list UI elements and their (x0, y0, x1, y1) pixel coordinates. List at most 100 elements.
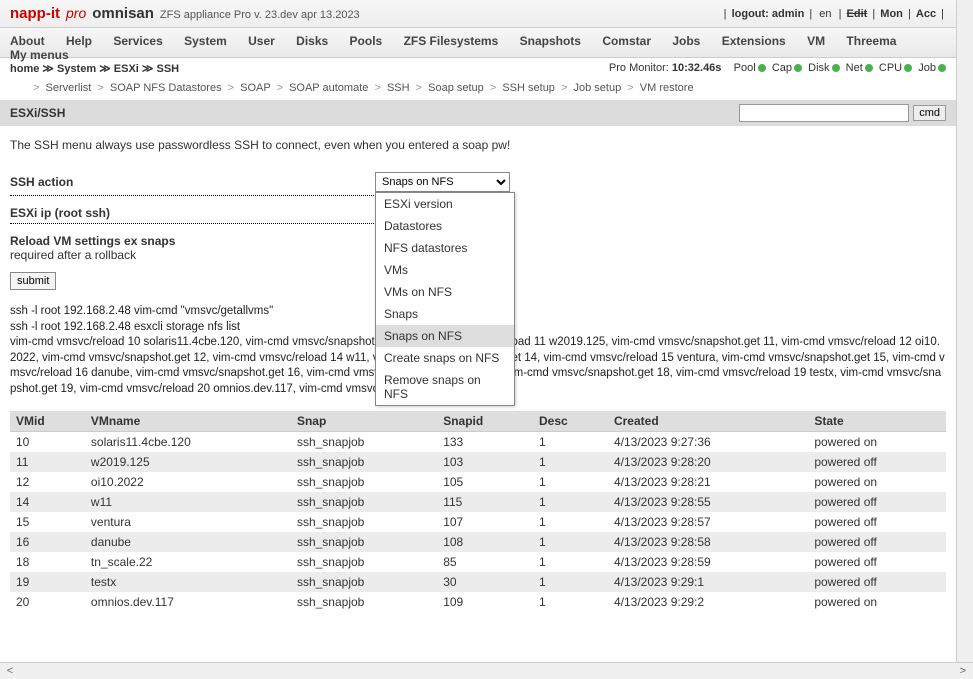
table-row[interactable]: 19testxssh_snapjob3014/13/2023 9:29:1pow… (10, 572, 946, 592)
col-vmid[interactable]: VMid (10, 411, 85, 432)
table-cell: 1 (533, 552, 608, 572)
col-snapid[interactable]: Snapid (437, 411, 533, 432)
table-cell: 1 (533, 592, 608, 612)
menu-about[interactable]: About (10, 34, 45, 48)
subnav-sep: > (627, 82, 633, 94)
menu-jobs[interactable]: Jobs (672, 34, 700, 48)
cmd-button[interactable]: cmd (913, 105, 946, 121)
subnav-sep: > (374, 82, 380, 94)
table-cell: danube (85, 532, 291, 552)
table-row[interactable]: 11w2019.125ssh_snapjob10314/13/2023 9:28… (10, 452, 946, 472)
status-cpu[interactable]: CPU (879, 62, 902, 74)
table-row[interactable]: 20omnios.dev.117ssh_snapjob10914/13/2023… (10, 592, 946, 612)
dropdown-item[interactable]: NFS datastores (376, 237, 514, 259)
col-snap[interactable]: Snap (291, 411, 437, 432)
subnav-vmrestore[interactable]: VM restore (640, 82, 694, 94)
menu-mymenus[interactable]: My menus (10, 48, 69, 62)
acc-link[interactable]: Acc (916, 8, 936, 20)
table-cell: ssh_snapjob (291, 592, 437, 612)
logout-user[interactable]: admin (772, 8, 804, 20)
table-cell: w2019.125 (85, 452, 291, 472)
dropdown-item[interactable]: ESXi version (376, 193, 514, 215)
dropdown-item[interactable]: Snaps on NFS (376, 325, 514, 347)
cmd-input[interactable] (739, 104, 909, 122)
menu-disks[interactable]: Disks (296, 34, 328, 48)
menu-extensions[interactable]: Extensions (722, 34, 786, 48)
table-cell: 133 (437, 432, 533, 453)
status-cap[interactable]: Cap (772, 62, 792, 74)
vertical-scrollbar[interactable] (956, 0, 973, 662)
menu-zfs[interactable]: ZFS Filesystems (404, 34, 499, 48)
menu-user[interactable]: User (248, 34, 275, 48)
dropdown-item[interactable]: VMs (376, 259, 514, 281)
table-cell: omnios.dev.117 (85, 592, 291, 612)
table-cell: 4/13/2023 9:28:58 (608, 532, 808, 552)
table-cell: 1 (533, 532, 608, 552)
submit-button[interactable]: submit (10, 272, 56, 290)
table-row[interactable]: 10solaris11.4cbe.120ssh_snapjob13314/13/… (10, 432, 946, 453)
lang-link[interactable]: en (817, 8, 833, 20)
menu-threema[interactable]: Threema (846, 34, 896, 48)
subnav-soap[interactable]: SOAP (240, 82, 270, 94)
dropdown-item[interactable]: Snaps (376, 303, 514, 325)
table-cell: 20 (10, 592, 85, 612)
status-pool[interactable]: Pool (734, 62, 756, 74)
subnav-ssh[interactable]: SSH (387, 82, 410, 94)
table-row[interactable]: 18tn_scale.22ssh_snapjob8514/13/2023 9:2… (10, 552, 946, 572)
crumb-ssh[interactable]: SSH (156, 63, 179, 75)
horizontal-scrollbar[interactable]: < > (0, 662, 973, 679)
crumb-system[interactable]: System (57, 63, 96, 75)
vm-table: VMid VMname Snap Snapid Desc Created Sta… (10, 411, 946, 612)
crumb-sep: ≫ (99, 63, 111, 75)
table-row[interactable]: 16danubessh_snapjob10814/13/2023 9:28:58… (10, 532, 946, 552)
col-state[interactable]: State (808, 411, 946, 432)
table-cell: 16 (10, 532, 85, 552)
ip-label: ESXi ip (root ssh) (10, 206, 375, 220)
menu-system[interactable]: System (184, 34, 227, 48)
menu-vm[interactable]: VM (807, 34, 825, 48)
subnav-soapnfs[interactable]: SOAP NFS Datastores (110, 82, 222, 94)
scroll-left-icon[interactable]: < (2, 665, 18, 677)
col-desc[interactable]: Desc (533, 411, 608, 432)
subnav-serverlist[interactable]: Serverlist (46, 82, 92, 94)
brand-logo: napp-it (10, 5, 60, 22)
table-cell: 4/13/2023 9:29:2 (608, 592, 808, 612)
menu-pools[interactable]: Pools (350, 34, 383, 48)
subnav-jobsetup[interactable]: Job setup (574, 82, 622, 94)
table-cell: 115 (437, 492, 533, 512)
col-created[interactable]: Created (608, 411, 808, 432)
status-net[interactable]: Net (846, 62, 863, 74)
section-bar: ESXi/SSH cmd (0, 100, 956, 126)
subnav-soapsetup[interactable]: Soap setup (428, 82, 484, 94)
menu-snapshots[interactable]: Snapshots (520, 34, 581, 48)
table-row[interactable]: 15venturassh_snapjob10714/13/2023 9:28:5… (10, 512, 946, 532)
subnav-sep: > (561, 82, 567, 94)
edit-link[interactable]: Edit (847, 8, 868, 20)
reload-label: Reload VM settings ex snaps required aft… (10, 234, 375, 262)
status-dot-icon (904, 64, 912, 72)
dropdown-item[interactable]: Create snaps on NFS (376, 347, 514, 369)
scroll-right-icon[interactable]: > (955, 665, 971, 677)
status-disk[interactable]: Disk (808, 62, 829, 74)
status-job[interactable]: Job (918, 62, 936, 74)
status-dot-icon (938, 64, 946, 72)
crumb-esxi[interactable]: ESXi (114, 63, 139, 75)
menu-help[interactable]: Help (66, 34, 92, 48)
col-vmname[interactable]: VMname (85, 411, 291, 432)
action-select[interactable]: Snaps on NFS (375, 172, 510, 192)
mon-link[interactable]: Mon (880, 8, 903, 20)
brand-host: omnisan (92, 5, 154, 22)
table-row[interactable]: 14w11ssh_snapjob11514/13/2023 9:28:55pow… (10, 492, 946, 512)
subnav-sshsetup[interactable]: SSH setup (502, 82, 555, 94)
dropdown-item[interactable]: Datastores (376, 215, 514, 237)
menu-services[interactable]: Services (113, 34, 162, 48)
dropdown-item[interactable]: Remove snaps on NFS (376, 369, 514, 405)
sep: | (870, 8, 880, 20)
subnav-soapauto[interactable]: SOAP automate (289, 82, 368, 94)
crumb-home[interactable]: home (10, 63, 39, 75)
action-dropdown[interactable]: ESXi versionDatastoresNFS datastoresVMsV… (375, 192, 515, 406)
dropdown-item[interactable]: VMs on NFS (376, 281, 514, 303)
table-row[interactable]: 12oi10.2022ssh_snapjob10514/13/2023 9:28… (10, 472, 946, 492)
menu-comstar[interactable]: Comstar (602, 34, 651, 48)
table-cell: ssh_snapjob (291, 512, 437, 532)
